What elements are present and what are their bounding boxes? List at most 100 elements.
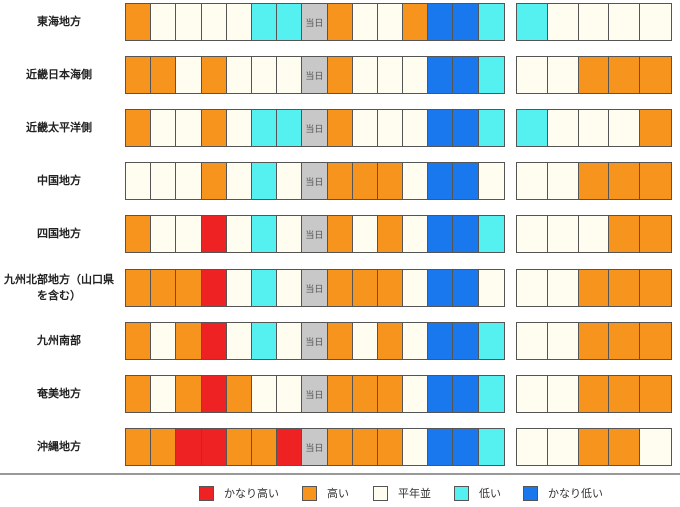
forecast-cell-low (517, 110, 548, 146)
region-grid-right (516, 215, 672, 253)
forecast-cell-high (609, 376, 641, 412)
forecast-cell-normal (609, 4, 641, 40)
today-cell: 当日 (302, 270, 328, 306)
forecast-cell-high (609, 163, 641, 199)
forecast-cell-high (640, 323, 671, 359)
forecast-cell-very-low (453, 376, 479, 412)
forecast-cell-very-low (428, 429, 454, 465)
forecast-cell-low (478, 4, 504, 40)
forecast-cell-low (251, 4, 278, 40)
forecast-cell-normal (547, 163, 579, 199)
forecast-cell-very-low (453, 163, 479, 199)
forecast-cell-normal (151, 110, 177, 146)
forecast-cell-high (578, 429, 610, 465)
forecast-cell-high (327, 110, 353, 146)
forecast-cell-normal (151, 323, 177, 359)
forecast-cell-normal (176, 163, 202, 199)
forecast-cell-normal (403, 429, 429, 465)
forecast-cell-high (201, 163, 227, 199)
forecast-cell-normal (377, 4, 404, 40)
forecast-cell-normal (578, 4, 610, 40)
forecast-cell-normal (403, 270, 429, 306)
forecast-cell-very-high (201, 376, 227, 412)
forecast-cell-low (251, 163, 278, 199)
forecast-cell-normal (547, 323, 579, 359)
forecast-cell-low (478, 323, 504, 359)
forecast-cell-high (640, 376, 671, 412)
legend-swatch (454, 485, 469, 501)
forecast-cell-normal (640, 429, 671, 465)
forecast-cell-high (126, 57, 152, 93)
forecast-cell-very-low (428, 270, 454, 306)
region-label: 沖縄地方 (37, 440, 81, 453)
forecast-cell-normal (578, 216, 610, 252)
forecast-cell-high (176, 270, 202, 306)
forecast-cell-very-low (428, 376, 454, 412)
forecast-cell-very-low (428, 57, 454, 93)
forecast-cell-normal (547, 110, 579, 146)
forecast-cell-low (277, 110, 303, 146)
legend: かなり高い 高い 平年並 低い かなり低い (0, 485, 680, 501)
forecast-cell-low (517, 4, 548, 40)
forecast-cell-normal (377, 110, 404, 146)
forecast-cell-high (377, 216, 404, 252)
forecast-cell-high (352, 163, 378, 199)
forecast-cell-normal (403, 110, 429, 146)
forecast-cell-normal (352, 57, 378, 93)
forecast-cell-high (327, 216, 353, 252)
forecast-cell-normal (517, 163, 548, 199)
forecast-cell-high (201, 57, 227, 93)
forecast-cell-low (478, 429, 504, 465)
forecast-cell-normal (547, 4, 579, 40)
today-cell: 当日 (302, 429, 328, 465)
forecast-cell-very-low (453, 216, 479, 252)
region-label: 近畿太平洋側 (26, 121, 92, 134)
forecast-cell-normal (517, 376, 548, 412)
forecast-cell-high (578, 57, 610, 93)
forecast-cell-low (277, 4, 303, 40)
forecast-cell-normal (277, 323, 303, 359)
forecast-cell-high (327, 270, 353, 306)
forecast-cell-low (251, 216, 278, 252)
forecast-cell-low (251, 270, 278, 306)
forecast-cell-normal (352, 4, 378, 40)
forecast-cell-normal (277, 163, 303, 199)
forecast-cell-low (478, 57, 504, 93)
today-cell: 当日 (302, 110, 328, 146)
forecast-cell-high (640, 57, 671, 93)
forecast-cell-normal (251, 376, 278, 412)
forecast-cell-very-high (277, 429, 303, 465)
region-label: 奄美地方 (37, 387, 81, 400)
forecast-cell-high (578, 376, 610, 412)
legend-divider (0, 473, 680, 475)
forecast-cell-normal (226, 57, 252, 93)
forecast-cell-very-low (453, 270, 479, 306)
region-grid-right (516, 109, 672, 147)
forecast-cell-low (478, 110, 504, 146)
forecast-cell-normal (176, 110, 202, 146)
legend-item: かなり高い (199, 485, 279, 501)
today-cell: 当日 (302, 216, 328, 252)
forecast-cell-normal (547, 376, 579, 412)
forecast-cell-high (126, 216, 152, 252)
today-cell: 当日 (302, 163, 328, 199)
forecast-cell-high (151, 429, 177, 465)
forecast-cell-low (478, 376, 504, 412)
forecast-cell-high (403, 4, 429, 40)
forecast-cell-normal (176, 4, 202, 40)
forecast-cell-very-low (428, 216, 454, 252)
forecast-cell-normal (517, 323, 548, 359)
region-grid-right (516, 428, 672, 466)
forecast-cell-high (327, 429, 353, 465)
forecast-cell-high (176, 323, 202, 359)
region-grid-left: 当日 (125, 269, 505, 307)
forecast-cell-high (126, 270, 152, 306)
forecast-cell-normal (377, 57, 404, 93)
forecast-cell-high (327, 323, 353, 359)
forecast-cell-normal (547, 57, 579, 93)
forecast-cell-normal (226, 323, 252, 359)
forecast-cell-normal (517, 57, 548, 93)
forecast-cell-normal (403, 323, 429, 359)
forecast-cell-high (151, 270, 177, 306)
forecast-cell-low (251, 323, 278, 359)
